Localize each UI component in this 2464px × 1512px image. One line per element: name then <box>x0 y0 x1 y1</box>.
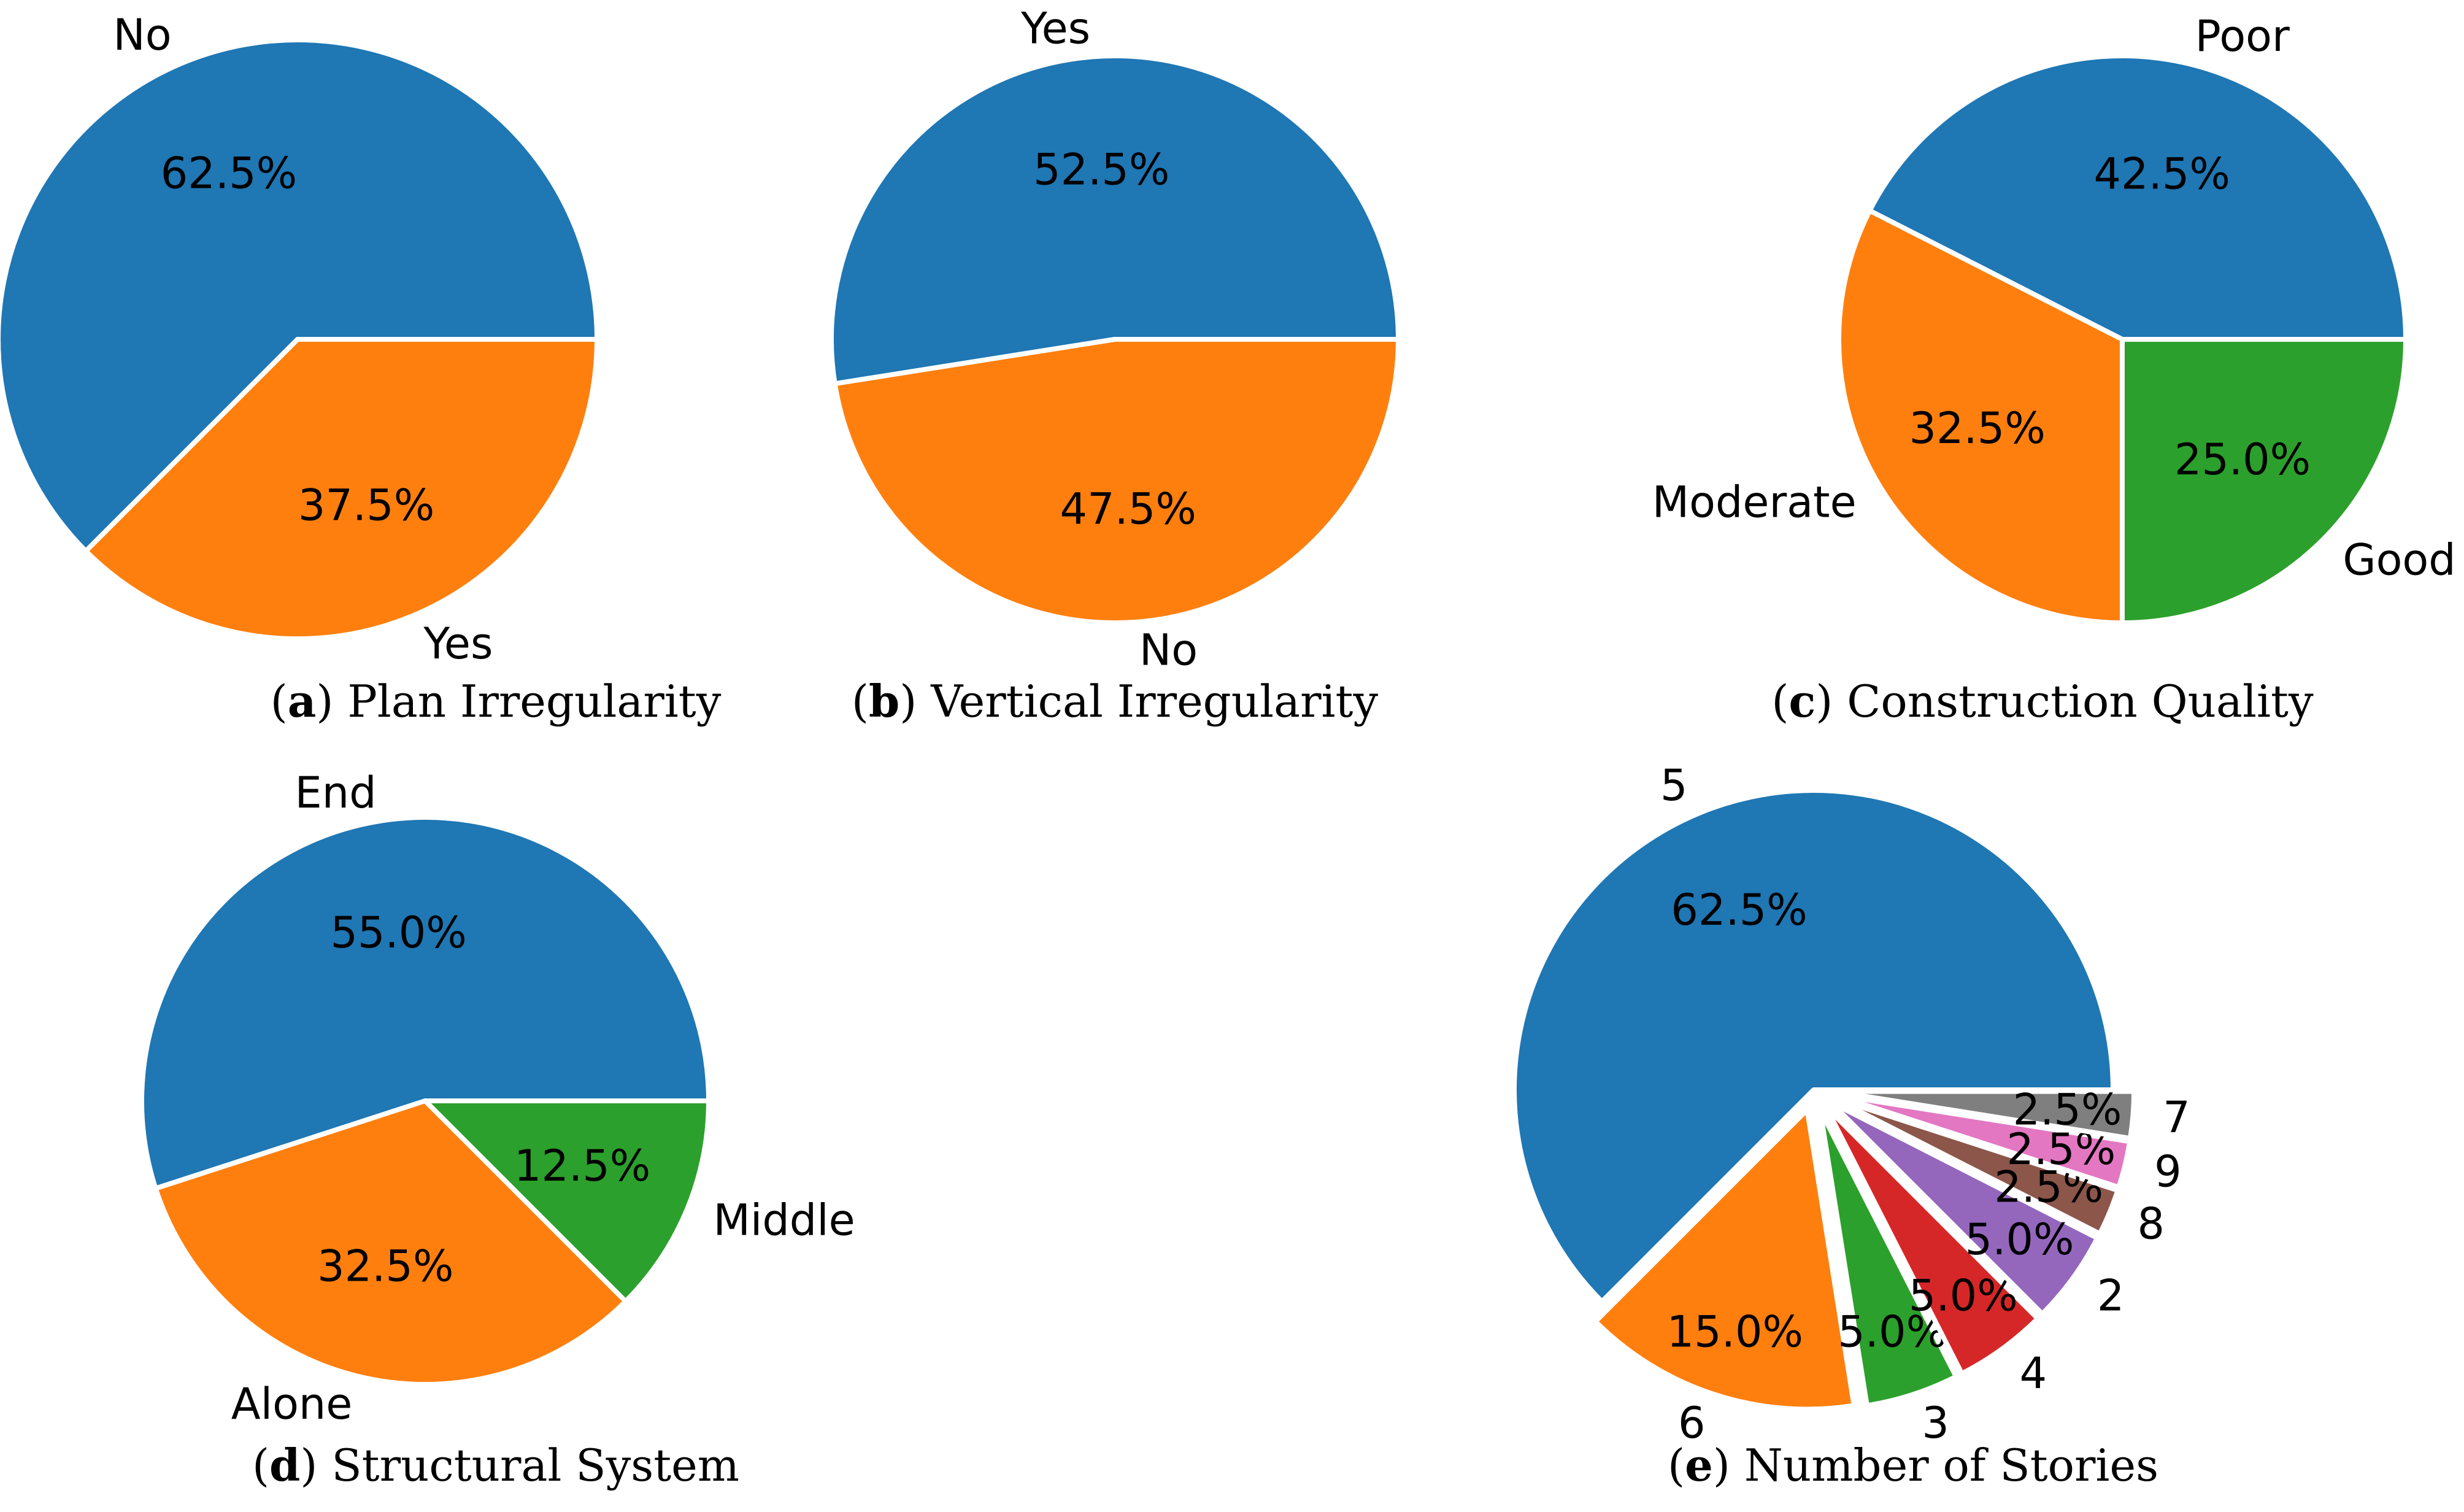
pie-slice-d-middle <box>423 1098 711 1304</box>
caption-letter-d: d <box>269 1439 300 1491</box>
slice-label-a-yes: Yes <box>423 619 493 669</box>
caption-text-b: Vertical Irregularity <box>930 676 1378 727</box>
caption-text-d: Structural System <box>331 1440 739 1491</box>
caption-text-c: Construction Quality <box>1847 676 2314 727</box>
pct-label-c-good: 25.0% <box>2174 434 2311 485</box>
pie-chart-c: 42.5% Poor 32.5% Moderate 25.0% Good (c) Const… <box>1652 11 2456 727</box>
slice-label-b-no: No <box>1139 625 1198 676</box>
pie-slice-e-9 <box>1831 1092 2133 1190</box>
pie-slice-e-5 <box>1512 788 2116 1305</box>
slice-label-a-no: No <box>113 10 171 60</box>
caption-c: (c) Construction Quality <box>1771 675 2314 727</box>
pct-label-c-poor: 42.5% <box>2094 148 2230 199</box>
caption-d: (d) Structural System <box>252 1439 739 1491</box>
pct-label-a-no: 62.5% <box>161 148 297 198</box>
pct-label-e-7: 2.5% <box>2013 1085 2122 1135</box>
slice-label-d-alone: Alone <box>231 1379 353 1429</box>
pie-chart-d: 55.0% End 32.5% Alone 12.5% Middle (d) Structu… <box>139 768 855 1491</box>
slice-label-c-poor: Poor <box>2195 11 2290 61</box>
pct-label-e-2: 5.0% <box>1965 1214 2074 1265</box>
slice-label-e-8: 8 <box>2137 1198 2165 1249</box>
pie-chart-e: 62.5%515.0%65.0%35.0%45.0%22.5%82.5% 92.5… <box>1512 760 2190 1491</box>
pct-label-e-5: 62.5% <box>1671 885 1807 935</box>
pct-label-d-alone: 32.5% <box>317 1241 453 1292</box>
pie-slice-e-6 <box>1593 1107 1857 1412</box>
pct-label-b-yes: 52.5% <box>1033 145 1169 195</box>
slice-label-d-middle: Middle <box>714 1195 855 1245</box>
slice-label-e-2: 2 <box>2097 1271 2125 1321</box>
pie-slice-e-4 <box>1823 1104 2041 1376</box>
caption-letter-b: b <box>869 675 899 727</box>
pct-label-a-yes: 37.5% <box>298 480 434 531</box>
pie-slice-c-moderate <box>1836 208 2125 625</box>
pie-slice-c-poor <box>1867 53 2408 342</box>
pct-label-d-middle: 12.5% <box>514 1141 650 1191</box>
slice-label-e-9: 9 <box>2154 1146 2182 1197</box>
caption-letter-e: e <box>1685 1439 1713 1491</box>
caption-letter-c: c <box>1788 675 1815 727</box>
pie-slice-e-7 <box>1832 1089 2137 1141</box>
slice-label-c-moderate: Moderate <box>1652 477 1857 528</box>
pie-chart-b: 52.5% Yes 47.5% No(b) Vertical Irregularity <box>829 3 1401 727</box>
pct-label-e-3: 5.0% <box>1838 1306 1947 1357</box>
caption-text-e: Number of Stories <box>1744 1440 2158 1491</box>
pct-label-e-6: 15.0% <box>1667 1306 1803 1357</box>
slice-label-e-3: 3 <box>1922 1398 1949 1448</box>
slice-label-c-good: Good <box>2343 534 2455 585</box>
pie-slice-d-end <box>139 815 711 1191</box>
pct-label-d-end: 55.0% <box>330 908 466 958</box>
caption-e: (e) Number of Stories <box>1668 1439 2158 1491</box>
pct-label-e-4: 5.0% <box>1909 1271 2018 1321</box>
pie-slice-d-alone <box>153 1098 628 1387</box>
pie-slice-c-good <box>2120 337 2408 625</box>
caption-text-a: Plan Irregularity <box>347 676 721 727</box>
pie-slice-b-yes <box>829 53 1401 387</box>
pie-slice-e-8 <box>1830 1095 2120 1236</box>
pie-slice-a-yes <box>83 337 599 641</box>
pie-chart-a: 62.5% No 37.5% Yes (a) Plan Irregularity <box>0 10 722 727</box>
pct-label-c-moderate: 32.5% <box>1909 403 2045 453</box>
pie-slice-e-2 <box>1828 1100 2100 1317</box>
slice-label-e-5: 5 <box>1660 760 1688 811</box>
caption-b: (b) Vertical Irregularity <box>852 675 1379 727</box>
caption-letter-a: a <box>288 675 317 727</box>
pct-label-b-no: 47.5% <box>1060 484 1196 534</box>
pie-slice-b-no <box>832 337 1401 625</box>
slice-label-e-4: 4 <box>2020 1348 2047 1398</box>
pie-slice-e-3 <box>1817 1107 1959 1408</box>
pie-slice-a-no <box>0 37 599 554</box>
slice-label-b-yes: Yes <box>1020 3 1090 53</box>
caption-a: (a) Plan Irregularity <box>271 675 722 727</box>
slice-label-e-6: 6 <box>1678 1398 1706 1448</box>
slice-label-e-7: 7 <box>2163 1092 2190 1143</box>
slice-label-d-end: End <box>295 768 376 818</box>
